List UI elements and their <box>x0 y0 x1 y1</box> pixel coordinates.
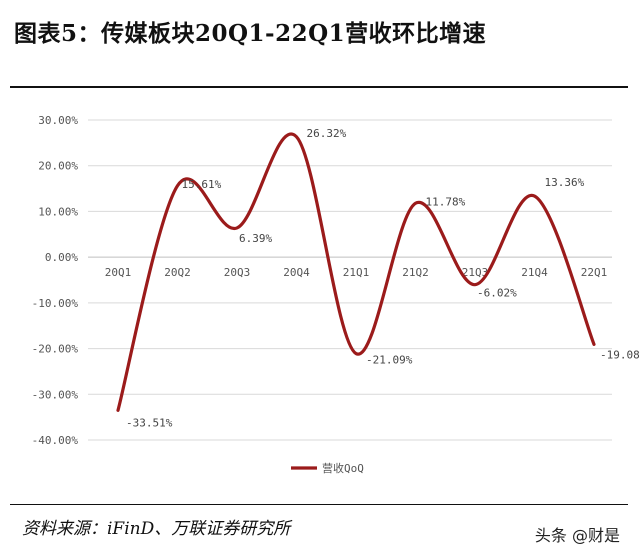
grid-lines <box>88 119 612 441</box>
x-tick-label: 21Q3 <box>462 266 489 279</box>
footer-rule <box>10 504 628 505</box>
line-chart: 30.00% 20.00% 10.00% 0.00% -10.00% -20.00% -30… <box>32 114 640 475</box>
data-label: 26.32% <box>307 127 347 140</box>
x-tick-label: 22Q1 <box>581 266 608 279</box>
x-tick-label: 21Q4 <box>521 266 548 279</box>
x-tick-label: 20Q4 <box>283 266 310 279</box>
x-tick-label: 21Q2 <box>402 266 429 279</box>
y-tick-label: -20.00% <box>32 343 79 356</box>
x-tick-label: 20Q3 <box>224 266 251 279</box>
title-rule <box>10 86 628 88</box>
y-tick-label: 20.00% <box>38 160 78 173</box>
y-tick-label: -10.00% <box>32 297 79 310</box>
x-axis-ticks: 20Q1 20Q2 20Q3 20Q4 21Q1 21Q2 21Q3 21Q4 22Q1 <box>105 266 608 279</box>
chart-legend: 营收QoQ <box>291 461 364 475</box>
y-tick-label: 0.00% <box>45 251 78 264</box>
data-label: 13.36% <box>545 176 585 189</box>
legend-label: 营收QoQ <box>322 461 364 475</box>
data-label: 15.61% <box>182 178 222 191</box>
watermark: 头条 @财是 <box>534 526 620 545</box>
data-labels: -33.51% 15.61% 6.39% 26.32% -21.09% 11.78% -6.… <box>126 127 640 430</box>
y-tick-label: 10.00% <box>38 205 78 218</box>
data-label: -21.09% <box>366 354 413 367</box>
data-label: 6.39% <box>239 232 272 245</box>
x-tick-label: 20Q2 <box>164 266 191 279</box>
x-tick-label: 21Q1 <box>343 266 370 279</box>
y-tick-label: -40.00% <box>32 434 79 447</box>
y-tick-label: 30.00% <box>38 114 78 127</box>
data-label: -33.51% <box>126 416 173 429</box>
figure-title: 图表5：传媒板块20Q1-22Q1营收环比增速 <box>14 20 487 47</box>
x-tick-label: 20Q1 <box>105 266 132 279</box>
data-label: -6.02% <box>477 287 517 300</box>
data-label: -19.08% <box>600 348 640 361</box>
y-axis-ticks: 30.00% 20.00% 10.00% 0.00% -10.00% -20.00% -30… <box>32 114 79 447</box>
series-layer <box>116 132 596 412</box>
series-line-revenue-qoq <box>116 132 596 412</box>
source-note: 资料来源：iFinD、万联证券研究所 <box>22 519 291 539</box>
y-tick-label: -30.00% <box>32 388 79 401</box>
data-label: 11.78% <box>426 195 466 208</box>
